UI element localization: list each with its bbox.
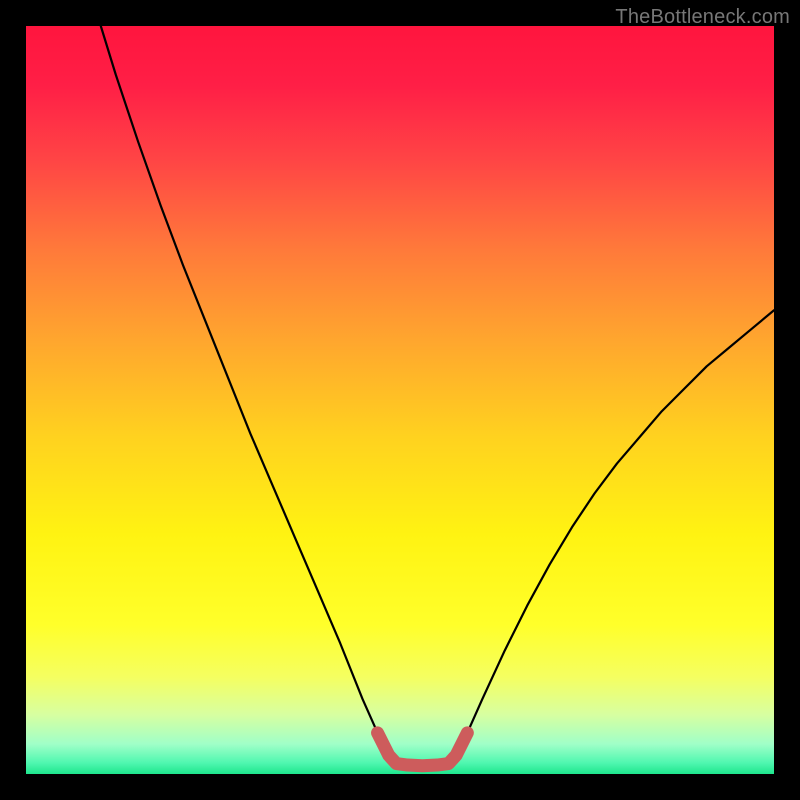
bottleneck-curve-chart [0,0,800,800]
watermark-label: TheBottleneck.com [615,6,790,29]
plot-background [26,26,774,774]
chart-container: TheBottleneck.com [0,0,800,800]
